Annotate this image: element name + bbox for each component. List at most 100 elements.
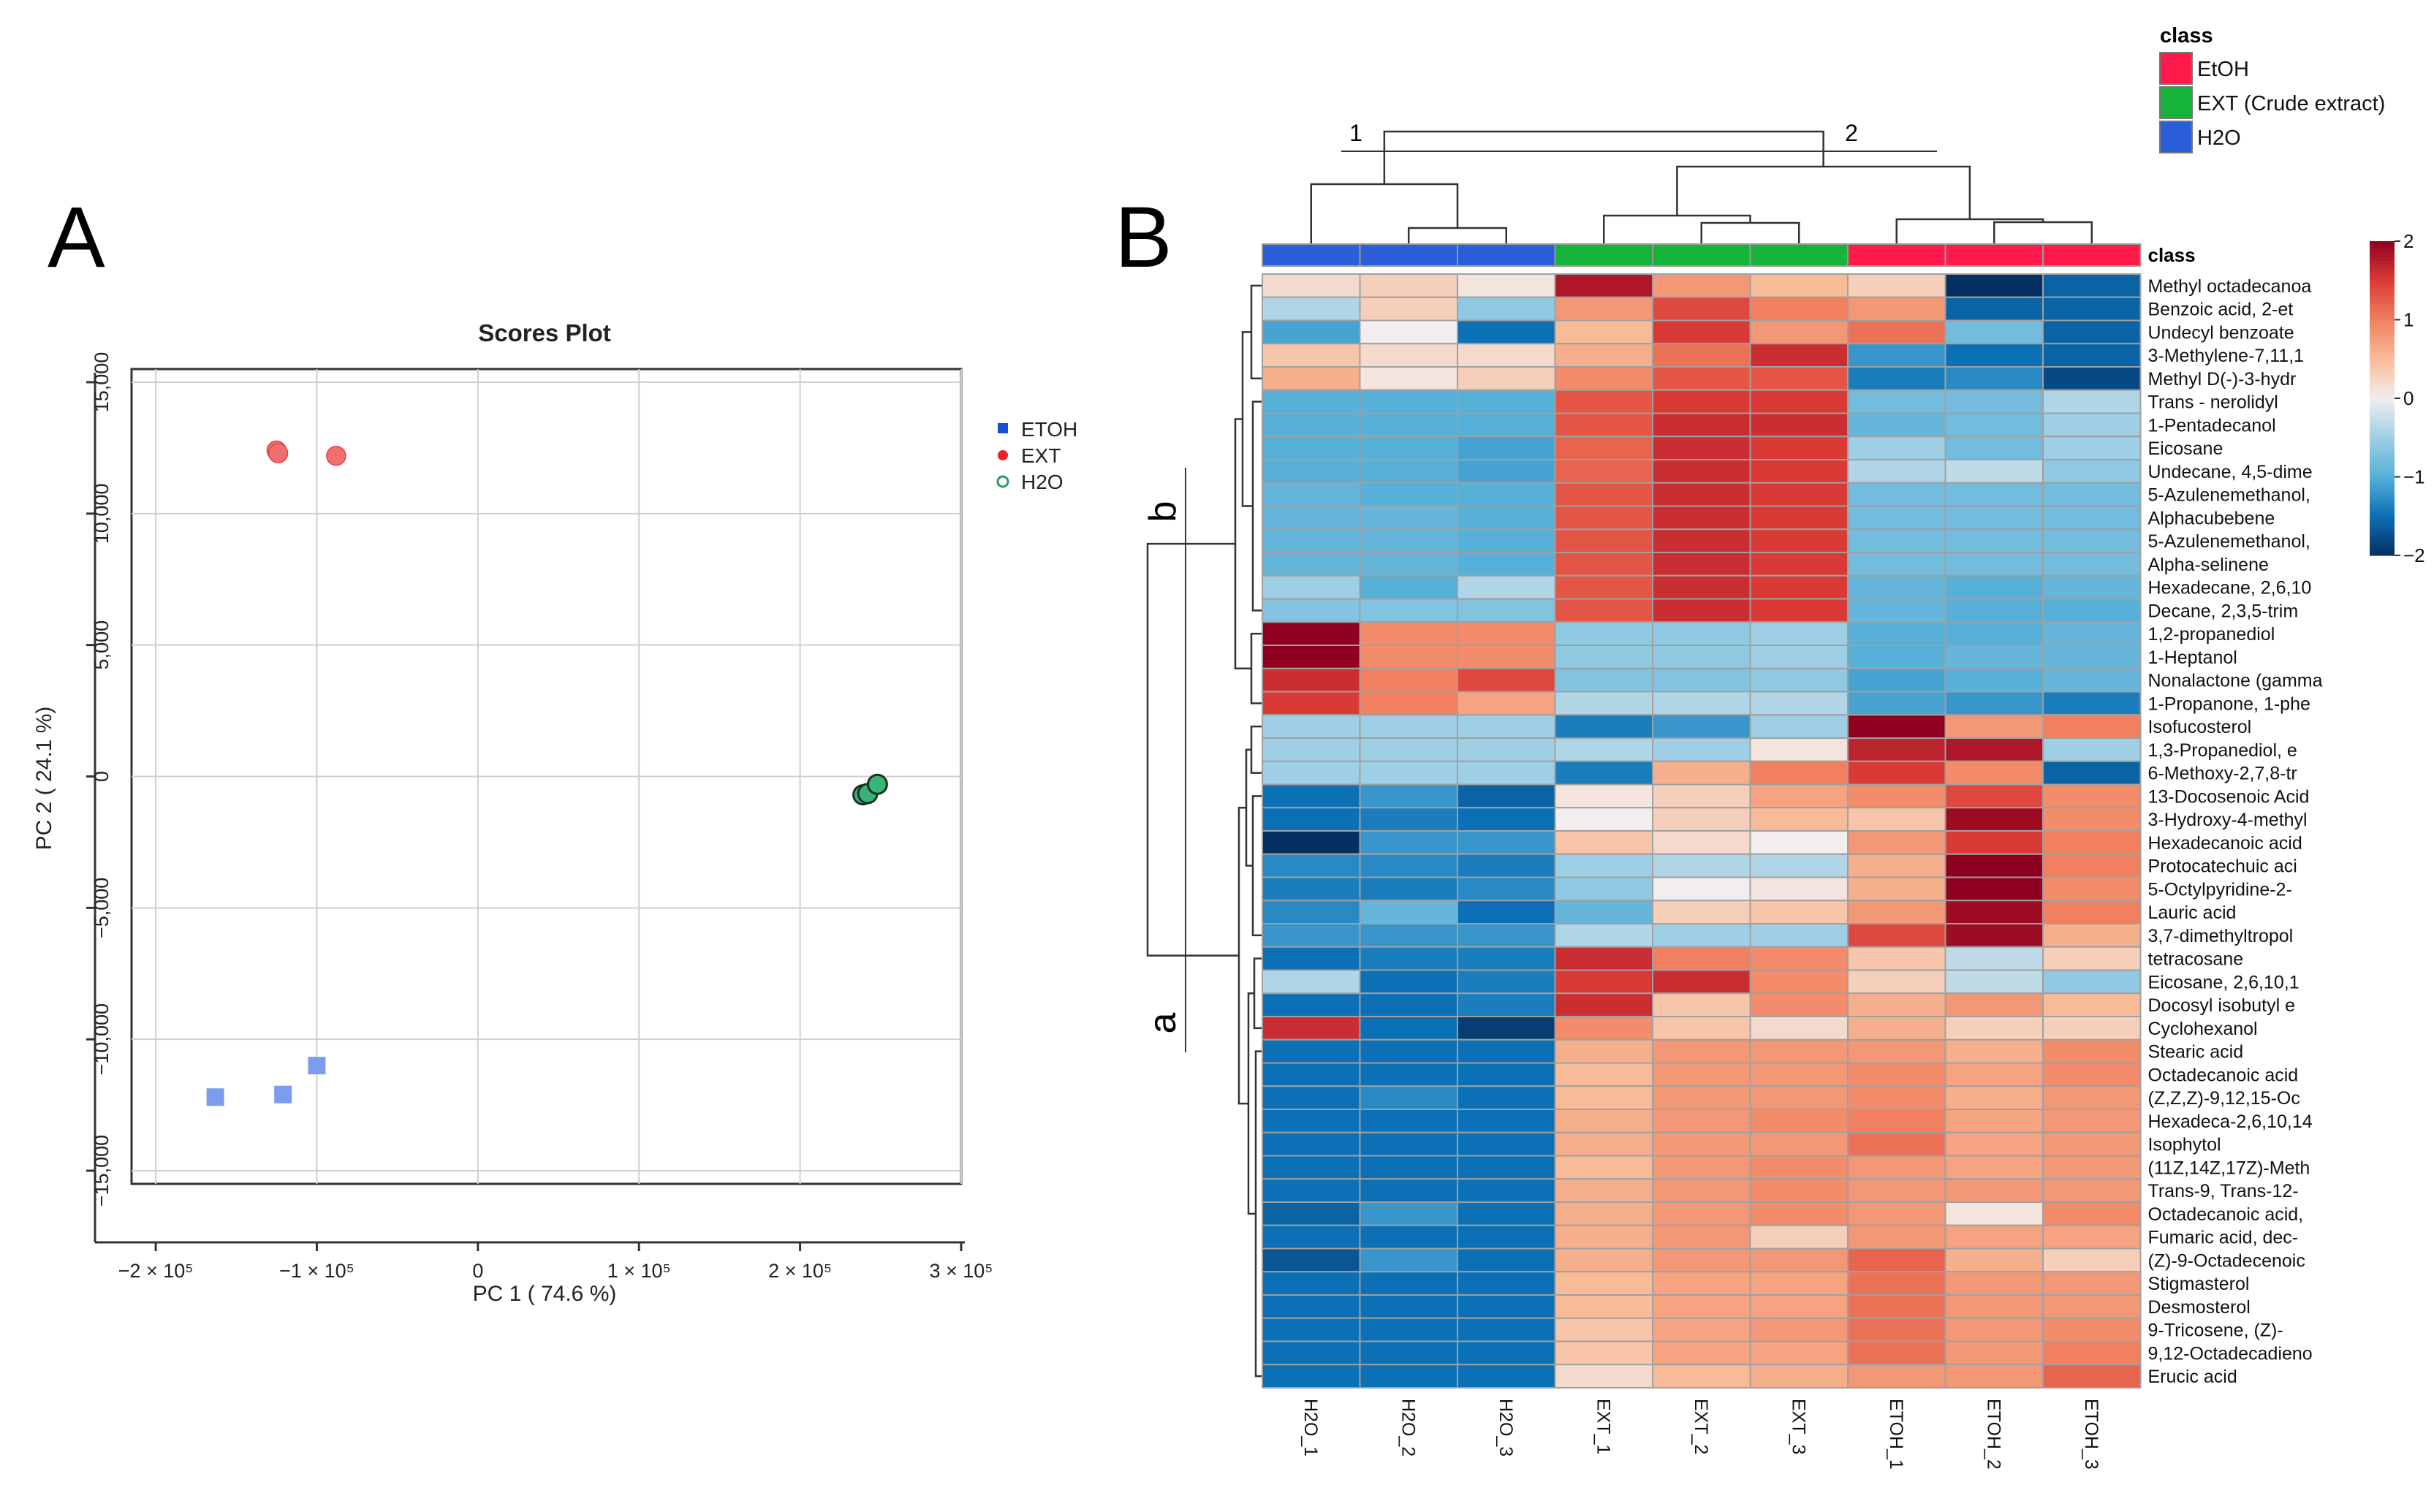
heatmap-cell	[2042, 1085, 2142, 1110]
heatmap-cell	[1359, 459, 1458, 484]
heatmap-cell	[1944, 900, 2044, 924]
heatmap-cell	[1652, 807, 1751, 832]
heatmap-cell	[1749, 667, 1849, 693]
heatmap-cell	[1847, 1155, 1946, 1180]
scatter-point-h2o	[866, 773, 888, 795]
heatmap-cell	[1554, 992, 1653, 1017]
heatmap-cell	[1554, 1038, 1653, 1064]
heatmap-cell	[2042, 343, 2142, 368]
heatmap-cell	[1749, 737, 1849, 762]
row-dendro-link	[1146, 542, 1239, 957]
heatmap-cell	[1554, 366, 1653, 391]
class-bar-cell	[1457, 243, 1556, 267]
heatmap-cell	[1457, 459, 1556, 484]
heatmap-cell	[1944, 1247, 2044, 1273]
heatmap-cell	[1359, 1271, 1458, 1296]
row-label: Eicosane, 2,6,10,1	[2148, 972, 2300, 992]
heatmap-cell	[1847, 1109, 1946, 1133]
heatmap-cell	[1262, 714, 1361, 739]
row-label: 6-Methoxy-2,7,8-tr	[2148, 764, 2297, 784]
color-scale-segment	[2370, 414, 2395, 419]
heatmap-cell	[1262, 1317, 1361, 1342]
color-scale-segment	[2370, 476, 2395, 482]
heatmap-cell	[1554, 900, 1653, 924]
color-scale-segment	[2370, 311, 2395, 316]
heatmap-cell	[1749, 319, 1849, 345]
color-scale-segment	[2370, 335, 2395, 340]
heatmap-cell	[1749, 714, 1849, 739]
class-legend-swatch	[2159, 52, 2193, 85]
heatmap-cell	[1359, 876, 1458, 902]
heatmap-cell	[1262, 946, 1361, 971]
heatmap-cell	[1652, 528, 1751, 553]
color-scale-segment	[2370, 280, 2395, 285]
color-scale-segment	[2370, 273, 2395, 277]
x-tick-label: 2 × 10⁵	[768, 1260, 832, 1282]
color-scale-segment	[2370, 493, 2395, 497]
heatmap-cell	[1262, 273, 1361, 298]
heatmap-cell	[1847, 667, 1946, 693]
heatmap-cell	[2042, 923, 2142, 948]
color-scale-segment	[2370, 520, 2395, 525]
color-scale-label: 2	[2403, 230, 2414, 252]
heatmap-cell	[1262, 1364, 1361, 1388]
heatmap-cell	[1554, 552, 1653, 577]
heatmap-cell	[1457, 1294, 1556, 1319]
color-scale-label: 1	[2403, 309, 2414, 331]
heatmap-cell	[1749, 389, 1849, 414]
heatmap-cell	[2042, 1271, 2142, 1296]
color-scale-segment	[2370, 504, 2395, 509]
heatmap-cell	[1359, 1224, 1458, 1250]
class-legend-swatch	[2159, 121, 2193, 153]
heatmap-cell	[1457, 1340, 1556, 1366]
heatmap-cell	[1847, 876, 1946, 902]
heatmap-cell	[1359, 1247, 1458, 1273]
row-label: Undecyl benzoate	[2148, 322, 2294, 343]
color-scale-segment	[2370, 512, 2395, 517]
heatmap-cell	[1847, 1062, 1946, 1087]
color-scale-segment	[2370, 241, 2395, 246]
class-legend-swatch	[2159, 86, 2193, 119]
heatmap-cell	[1944, 1062, 2044, 1087]
color-scale-segment	[2370, 528, 2395, 533]
heatmap-cell	[1944, 1317, 2044, 1342]
row-label: Undecane, 4,5-dime	[2148, 462, 2313, 482]
row-label: Methyl D(-)-3-hydr	[2148, 369, 2297, 390]
scores-points	[206, 440, 888, 1106]
heatmap-cell	[1359, 691, 1458, 716]
heatmap-cell	[1944, 273, 2044, 298]
heatmap-cell	[1652, 319, 1751, 345]
class-bar-cell	[1652, 243, 1751, 267]
heatmap-cell	[1457, 436, 1556, 460]
heatmap-cell	[2042, 760, 2142, 786]
heatmap-cell	[1359, 760, 1458, 786]
heatmap-cell	[1359, 1062, 1458, 1087]
heatmap-cell	[1262, 783, 1361, 809]
heatmap-cell	[1944, 389, 2044, 414]
heatmap-cell	[1749, 436, 1849, 460]
heatmap-cell	[1749, 853, 1849, 878]
heatmap-cell	[1262, 1062, 1361, 1087]
heatmap-cell	[1262, 1016, 1361, 1041]
heatmap-cell	[1359, 1201, 1458, 1226]
heatmap-cell	[1554, 946, 1653, 971]
heatmap-cell	[1944, 1155, 2044, 1180]
heatmap-cell	[1944, 1178, 2044, 1203]
heatmap-cell	[1944, 714, 2044, 739]
row-dendro-link	[1251, 795, 1262, 937]
heatmap-cell	[1457, 1109, 1556, 1133]
class-bar-label: class	[2148, 244, 2196, 266]
heatmap-cell	[1652, 1317, 1751, 1342]
row-label: Stigmasterol	[2148, 1274, 2250, 1294]
heatmap-cell	[1749, 552, 1849, 577]
column-labels: H2O_1 H2O_2 H2O_3 EXT_1 EXT_2 EXT_3 ETOH_1 ETOH…	[1300, 1399, 2101, 1470]
row-label: Isofucosterol	[2148, 717, 2252, 737]
heatmap-cell	[1262, 1038, 1361, 1064]
heatmap-cell	[1457, 1178, 1556, 1203]
heatmap-cell	[2042, 969, 2142, 995]
heatmap-cell	[1847, 412, 1946, 438]
heatmap-cell	[1652, 412, 1751, 438]
heatmap-cell	[1749, 807, 1849, 832]
heatmap-cell	[1262, 459, 1361, 484]
heatmap-cell	[1457, 923, 1556, 948]
